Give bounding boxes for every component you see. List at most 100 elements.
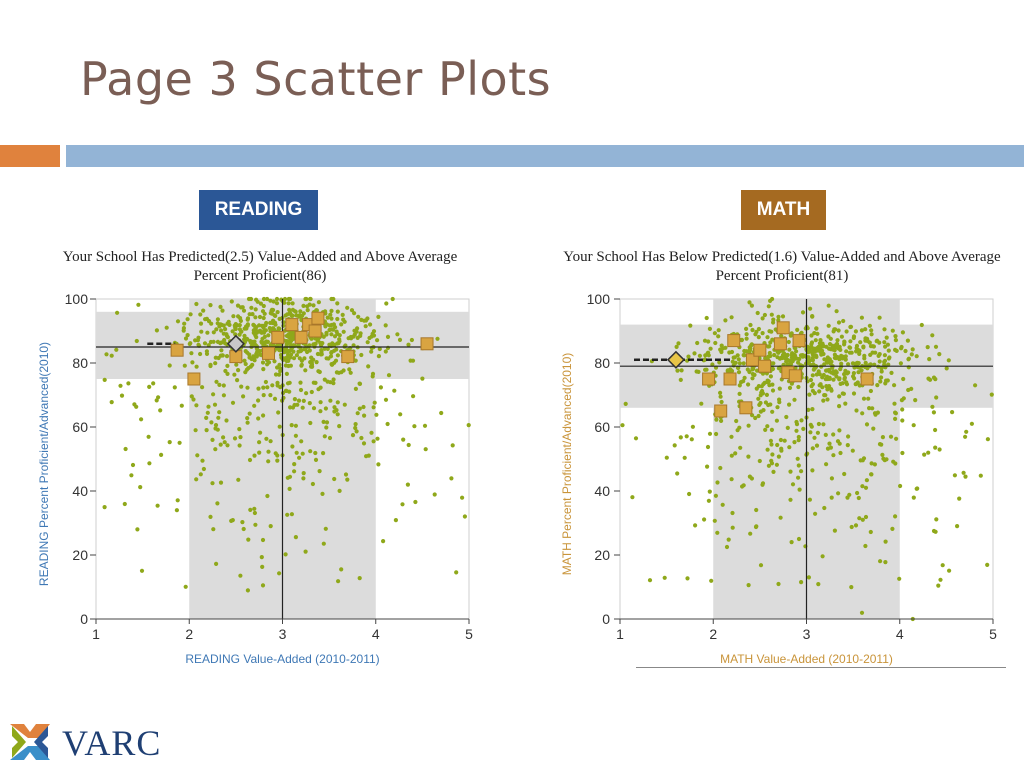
reading-dot	[371, 405, 376, 410]
reading-school-point	[308, 324, 322, 338]
reading-dot	[247, 312, 252, 317]
reading-dot	[268, 298, 273, 303]
math-dot	[855, 490, 860, 496]
math-dot	[717, 360, 722, 365]
math-dot	[900, 450, 905, 456]
math-dot	[866, 396, 871, 401]
reading-dot	[198, 472, 203, 477]
reading-dot	[300, 405, 305, 410]
reading-dot	[213, 361, 218, 366]
reading-dot	[211, 330, 216, 335]
reading-dot	[164, 325, 169, 330]
reading-dot	[254, 351, 259, 356]
reading-dot	[245, 416, 250, 421]
math-dot	[766, 402, 771, 408]
math-dot	[837, 404, 842, 409]
math-y-tick-label: 20	[594, 547, 610, 563]
reading-dot	[339, 370, 344, 375]
math-dot	[810, 388, 816, 393]
reading-dot	[263, 379, 268, 385]
reading-dot	[265, 296, 270, 302]
math-dot	[851, 391, 857, 396]
reading-dot	[353, 386, 358, 391]
reading-dot	[211, 527, 216, 532]
reading-dot	[123, 446, 128, 452]
math-dot	[853, 329, 859, 334]
reading-dot	[289, 512, 294, 517]
reading-dot	[210, 437, 215, 442]
math-dot	[852, 376, 857, 381]
reading-dot	[236, 314, 241, 319]
reading-dot	[261, 367, 266, 372]
reading-dot	[211, 392, 216, 397]
reading-dot	[406, 442, 411, 448]
math-dot	[712, 331, 718, 336]
math-dot	[775, 349, 780, 354]
reading-dot	[293, 535, 298, 540]
reading-dot	[454, 570, 459, 575]
math-dot	[822, 505, 827, 511]
reading-dot	[291, 349, 296, 354]
math-dot	[818, 338, 823, 343]
math-dot	[834, 374, 839, 379]
math-dot	[735, 428, 740, 433]
reading-y-tick-label: 40	[72, 483, 88, 499]
reading-dot	[175, 498, 180, 503]
math-dot	[770, 409, 775, 414]
reading-dot	[151, 381, 156, 386]
reading-dot	[232, 323, 237, 328]
reading-dot	[221, 393, 226, 398]
reading-dot	[462, 514, 467, 519]
reading-dot	[277, 571, 282, 576]
reading-dot	[359, 435, 364, 441]
math-dot	[864, 422, 870, 427]
math-dot	[730, 510, 735, 516]
reading-dot	[376, 314, 381, 319]
math-dot	[795, 327, 800, 332]
reading-dot	[361, 404, 366, 410]
reading-dot	[257, 450, 262, 455]
math-dot	[724, 544, 730, 550]
math-dot	[883, 381, 888, 386]
math-school-point	[714, 404, 728, 418]
reading-dot	[332, 405, 337, 410]
math-dot	[869, 332, 874, 337]
reading-dot	[118, 383, 123, 388]
reading-dot	[237, 332, 242, 337]
math-chart-underline	[636, 667, 1006, 668]
reading-y-tick-label: 0	[80, 611, 88, 627]
math-dot	[766, 463, 772, 468]
reading-dot	[233, 326, 238, 332]
math-dot	[793, 365, 798, 371]
reading-dot	[217, 382, 222, 387]
reading-dot	[317, 469, 322, 474]
reading-dot	[319, 343, 324, 348]
reading-dot	[225, 363, 230, 368]
reading-dot	[383, 397, 389, 402]
reading-dot	[381, 539, 386, 544]
math-dot	[736, 357, 741, 362]
math-dot	[714, 417, 719, 422]
reading-dot	[250, 362, 255, 367]
reading-dot	[252, 510, 257, 516]
reading-dot	[333, 325, 338, 330]
math-dot	[946, 358, 951, 363]
math-y-tick-label: 60	[594, 419, 610, 435]
math-dot	[797, 487, 802, 492]
math-dot	[851, 371, 857, 376]
math-dot	[863, 360, 868, 365]
math-dot	[882, 353, 888, 358]
math-y-tick-label: 100	[587, 291, 611, 307]
math-dot	[847, 492, 852, 497]
reading-dot	[196, 335, 201, 340]
reading-dot	[194, 477, 199, 482]
math-dot	[707, 431, 713, 436]
math-dot	[777, 397, 782, 402]
reading-dot	[309, 360, 314, 365]
math-dot	[893, 338, 899, 343]
reading-dot	[260, 537, 266, 543]
math-dot	[861, 344, 866, 349]
math-dot	[931, 528, 937, 534]
reading-dot	[337, 333, 342, 338]
reading-dot	[324, 420, 330, 425]
